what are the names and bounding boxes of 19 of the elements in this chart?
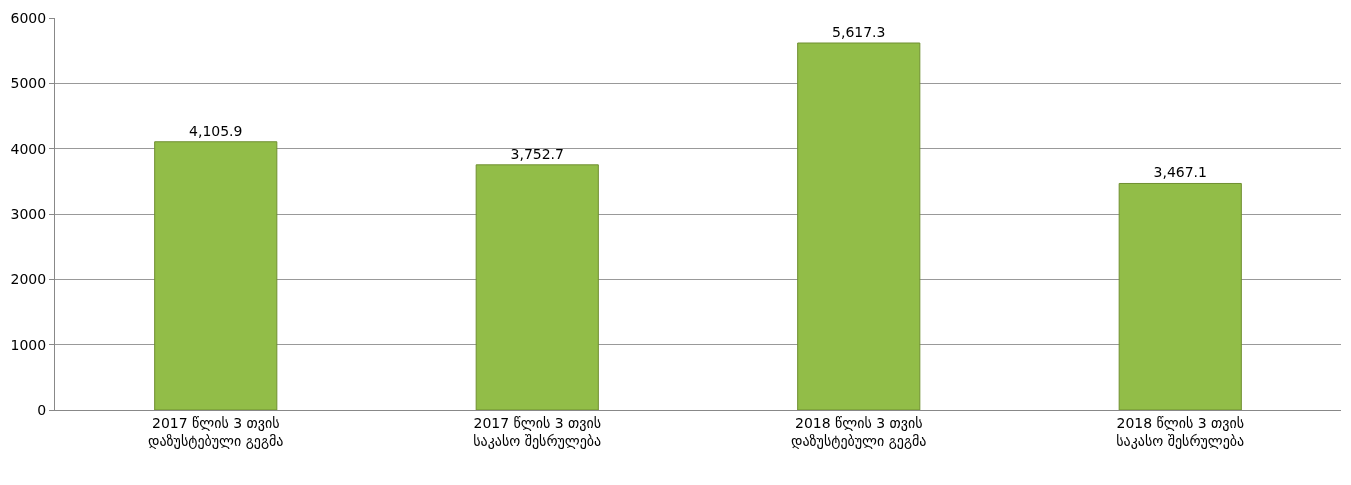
bar [797,42,921,410]
data-label: 3,467.1 [1153,164,1207,181]
y-tick-label: 5000 [10,75,47,92]
bar [475,164,599,410]
data-label: 5,617.3 [832,24,886,40]
bar [154,141,278,410]
y-tick-label: 1000 [10,336,47,353]
x-tick-label: 2018 წლის 3 თვის დაზუსტებული გეგმა [791,414,927,449]
y-tick-label: 2000 [10,271,47,288]
data-label: 3,752.7 [510,145,564,162]
y-tick-label: 6000 [10,9,47,26]
x-tick-label: 2017 წლის 3 თვის დაზუსტებული გეგმა [148,414,284,449]
x-tick-label: 2018 წლის 3 თვის საკასო შესრულება [1116,414,1245,449]
bar [1118,182,1242,410]
y-tick-label: 4000 [10,140,47,157]
data-label: 4,105.9 [189,122,243,139]
y-tick-label: 3000 [10,205,47,222]
x-tick-label: 2017 წლის 3 თვის საკასო შესრულება [473,414,602,449]
y-tick-label: 0 [37,401,47,418]
